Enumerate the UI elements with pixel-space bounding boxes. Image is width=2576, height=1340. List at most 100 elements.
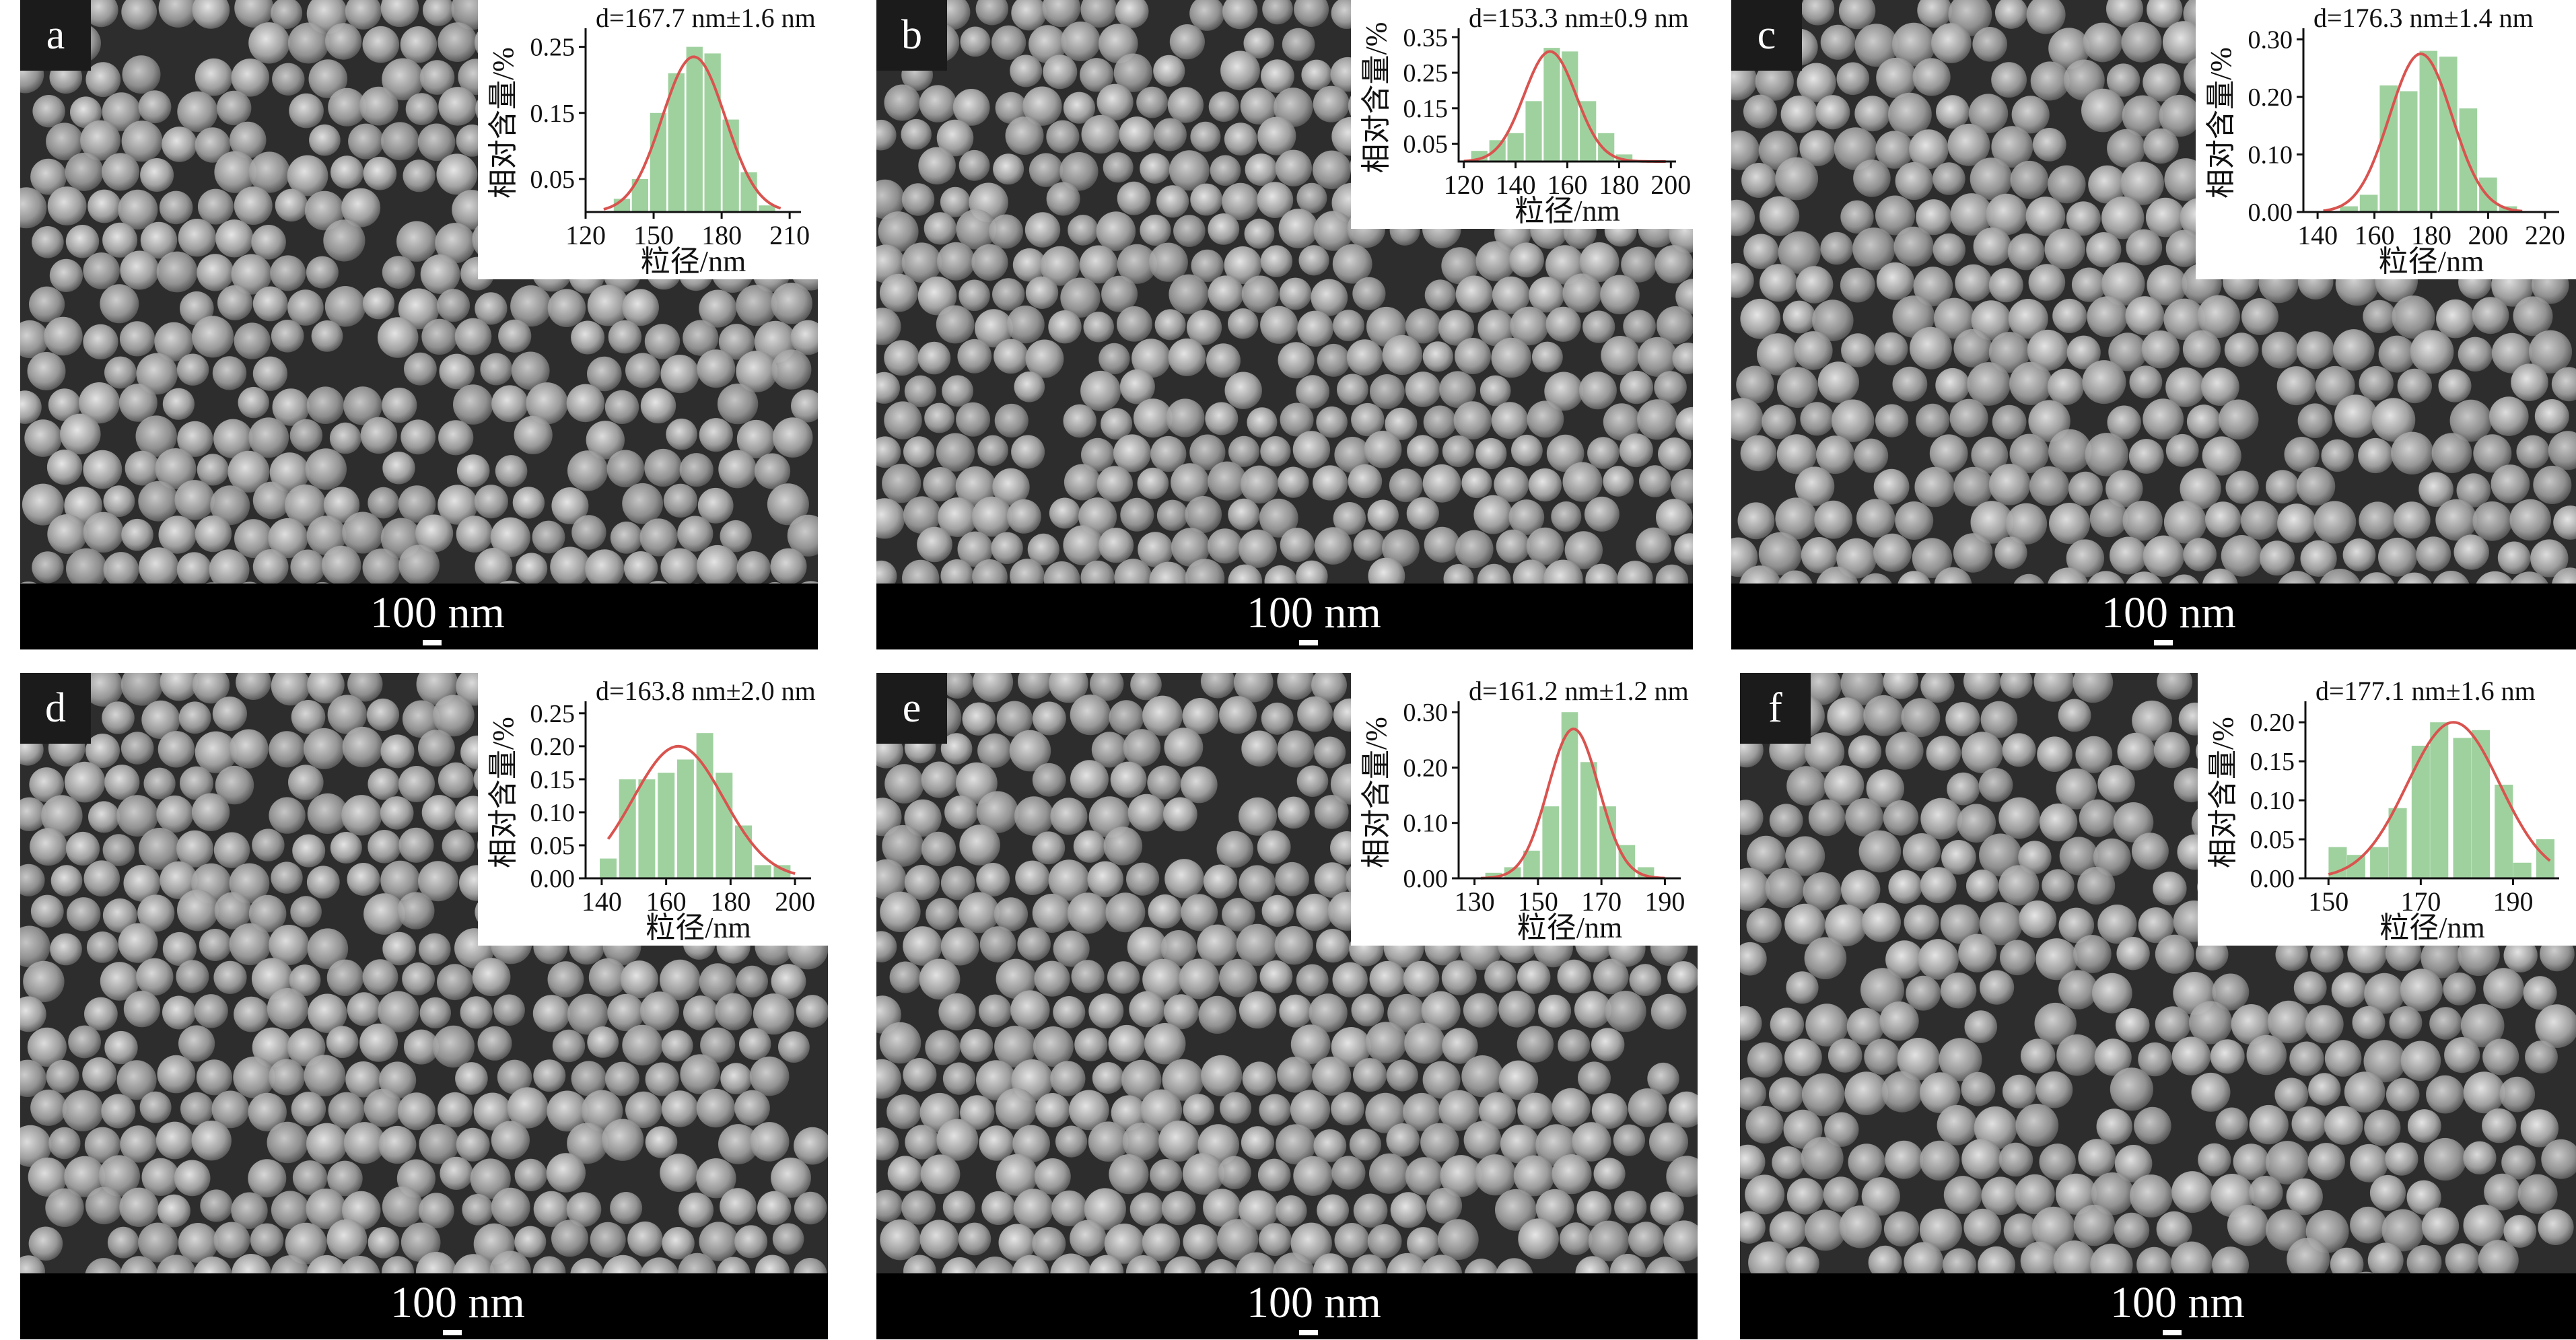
nanoparticle — [1169, 150, 1210, 191]
y-tick-label: 0.05 — [530, 832, 576, 860]
nanoparticle — [1257, 116, 1296, 155]
nanoparticle — [2159, 94, 2201, 137]
nanoparticle — [1848, 1143, 1885, 1181]
nanoparticle — [1034, 1158, 1071, 1195]
nanoparticle — [2397, 368, 2432, 404]
nanoparticle — [2344, 1071, 2386, 1113]
nanoparticle — [272, 388, 310, 426]
nanoparticle — [46, 450, 83, 485]
nanoparticle — [1929, 434, 1968, 473]
nanoparticle — [2089, 499, 2128, 538]
nanoparticle — [1885, 1140, 1924, 1179]
sem-panel-e: e 130 150 170 190 0.00 0.10 0.20 0.30 粒径/nm 相对含量/… — [876, 673, 1698, 1339]
nanoparticle — [876, 859, 907, 900]
nanoparticle — [400, 26, 438, 63]
histogram-bar — [668, 73, 685, 213]
nanoparticle — [749, 1122, 790, 1162]
nanoparticle — [47, 514, 88, 554]
nanoparticle — [138, 481, 179, 522]
nanoparticle — [2125, 296, 2165, 336]
nanoparticle — [1438, 310, 1474, 346]
nanoparticle — [876, 1189, 903, 1222]
nanoparticle — [996, 1154, 1038, 1196]
nanoparticle — [2503, 1215, 2537, 1248]
nanoparticle — [994, 403, 1029, 438]
nanoparticle — [47, 186, 87, 225]
nanoparticle — [2334, 394, 2378, 438]
nanoparticle — [324, 286, 366, 327]
nanoparticle — [272, 63, 305, 96]
nanoparticle — [321, 545, 361, 586]
nanoparticle — [1992, 404, 2027, 439]
nanoparticle — [1369, 1153, 1409, 1194]
nanoparticle — [1013, 1189, 1053, 1229]
nanoparticle — [1475, 241, 1516, 281]
nanoparticle — [1803, 872, 1842, 911]
nanoparticle — [1081, 114, 1120, 154]
nanoparticle — [2003, 1213, 2038, 1248]
nanoparticle — [1006, 499, 1041, 534]
nanoparticle — [2030, 61, 2070, 101]
nanoparticle — [1786, 971, 1819, 1004]
nanoparticle — [2163, 501, 2207, 544]
nanoparticle — [306, 1189, 347, 1229]
nanoparticle — [1142, 958, 1184, 1000]
nanoparticle — [192, 673, 230, 704]
nanoparticle — [1296, 182, 1327, 213]
nanoparticle — [2039, 1143, 2076, 1180]
nanoparticle — [1279, 994, 1313, 1028]
nanoparticle — [1162, 1059, 1204, 1101]
nanoparticle — [2400, 1041, 2441, 1082]
nanoparticle — [1297, 310, 1333, 347]
nanoparticle — [1864, 1038, 1900, 1075]
nanoparticle — [162, 388, 195, 420]
nanoparticle — [454, 318, 492, 355]
y-tick-label: 0.10 — [1403, 810, 1449, 838]
nanoparticle — [2086, 232, 2122, 268]
nanoparticle — [415, 514, 454, 553]
nanoparticle — [1840, 200, 1874, 234]
nanoparticle — [396, 221, 438, 262]
nanoparticle — [976, 791, 1019, 833]
nanoparticle — [1032, 1227, 1066, 1261]
nanoparticle — [2267, 1000, 2310, 1043]
nanoparticle — [79, 382, 120, 424]
nanoparticle — [1333, 310, 1364, 341]
nanoparticle — [1795, 466, 1835, 506]
nanoparticle — [229, 121, 267, 159]
nanoparticle — [30, 1089, 67, 1126]
nanoparticle — [135, 415, 177, 457]
nanoparticle — [1461, 468, 1492, 499]
nanoparticle — [1820, 232, 1853, 265]
nanoparticle — [180, 291, 214, 326]
nanoparticle — [23, 960, 65, 1003]
nanoparticle — [214, 892, 252, 929]
nanoparticle — [2513, 296, 2553, 337]
nanoparticle — [1917, 0, 1952, 28]
gaussian-fit-line — [2328, 721, 2551, 876]
nanoparticle — [2110, 1067, 2153, 1111]
nanoparticle — [119, 384, 158, 422]
nanoparticle — [791, 389, 818, 423]
nanoparticle — [1317, 1194, 1349, 1227]
nanoparticle — [85, 734, 120, 768]
nanoparticle — [2042, 869, 2075, 902]
nanoparticle — [1940, 973, 1977, 1009]
nanoparticle — [1258, 1223, 1292, 1257]
nanoparticle — [1876, 57, 1917, 98]
nanoparticle — [1965, 870, 1999, 903]
nanoparticle — [2011, 96, 2050, 134]
nanoparticle — [1390, 1192, 1426, 1228]
nanoparticle — [666, 418, 697, 450]
gaussian-fit-line — [606, 744, 796, 876]
histogram-bar — [704, 53, 721, 213]
nanoparticle — [959, 824, 1000, 866]
nanoparticle — [1647, 1062, 1679, 1095]
nanoparticle — [1820, 24, 1856, 60]
nanoparticle — [1259, 1094, 1291, 1126]
nanoparticle — [405, 93, 438, 126]
nanoparticle — [1741, 163, 1777, 198]
nanoparticle — [1629, 964, 1662, 996]
nanoparticle — [1222, 898, 1255, 931]
nanoparticle — [213, 960, 247, 994]
